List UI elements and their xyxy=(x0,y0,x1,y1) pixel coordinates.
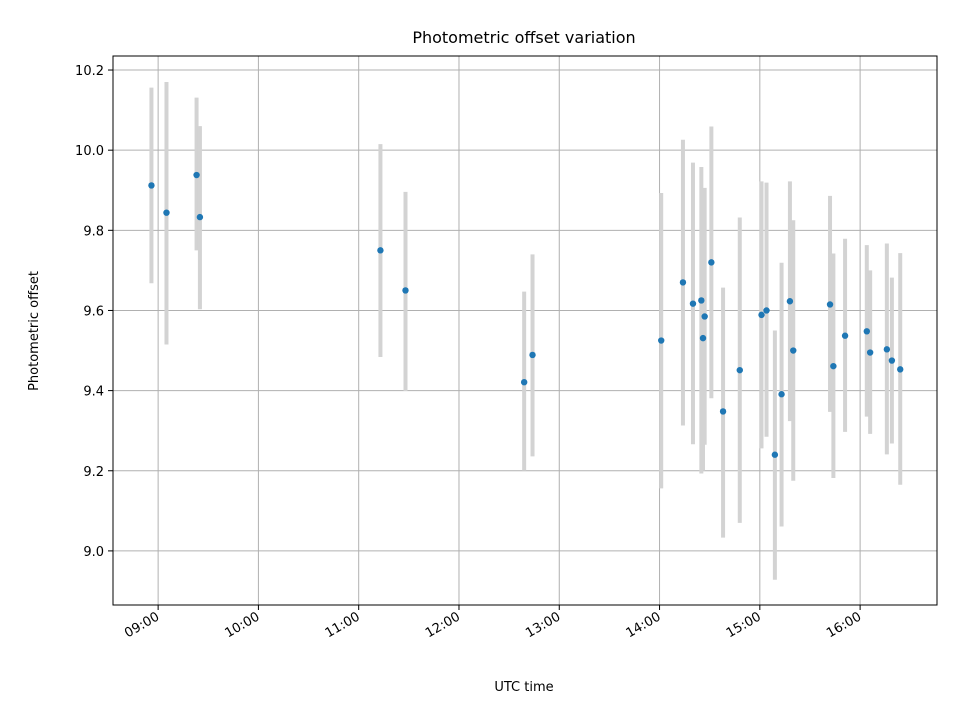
data-point xyxy=(866,349,874,356)
data-point xyxy=(689,300,697,307)
chart-title: Photometric offset variation xyxy=(412,28,635,47)
data-point xyxy=(778,391,785,398)
data-point xyxy=(196,213,204,221)
data-point xyxy=(841,332,849,339)
data-point xyxy=(736,366,743,374)
data-point xyxy=(771,451,779,458)
y-tick-label: 10.2 xyxy=(75,64,104,79)
y-tick-label: 9.2 xyxy=(83,465,104,480)
data-point xyxy=(826,301,834,308)
data-point xyxy=(699,334,707,342)
data-point xyxy=(148,182,155,189)
y-tick-label: 10.0 xyxy=(75,144,104,159)
data-point xyxy=(701,313,708,320)
data-point xyxy=(763,307,770,314)
data-point xyxy=(897,366,904,373)
data-point xyxy=(193,171,200,179)
data-point xyxy=(888,357,896,364)
y-tick-label: 9.4 xyxy=(83,385,104,400)
data-point xyxy=(786,298,794,305)
data-point xyxy=(163,209,170,216)
data-point xyxy=(830,362,837,370)
y-axis-label: Photometric offset xyxy=(27,271,42,391)
data-point xyxy=(529,351,536,359)
data-point xyxy=(698,297,705,304)
y-axis-ticks: 9.0 9.2 9.4 9.6 9.8 10.0 10.2 xyxy=(75,64,113,560)
data-point xyxy=(863,328,871,335)
y-tick-label: 9.8 xyxy=(83,224,104,239)
data-point xyxy=(758,311,765,319)
data-point xyxy=(679,279,687,286)
data-point xyxy=(377,247,384,254)
data-point xyxy=(658,337,665,344)
data-points xyxy=(148,171,904,458)
data-point xyxy=(883,346,891,353)
x-axis-label: UTC time xyxy=(494,680,553,695)
y-tick-label: 9.6 xyxy=(83,304,104,319)
data-point xyxy=(520,378,528,386)
y-tick-label: 9.0 xyxy=(83,545,104,560)
data-point xyxy=(708,259,715,266)
data-point xyxy=(719,408,727,415)
plot-frame xyxy=(112,55,938,606)
data-point xyxy=(402,287,409,294)
data-point xyxy=(790,347,797,354)
